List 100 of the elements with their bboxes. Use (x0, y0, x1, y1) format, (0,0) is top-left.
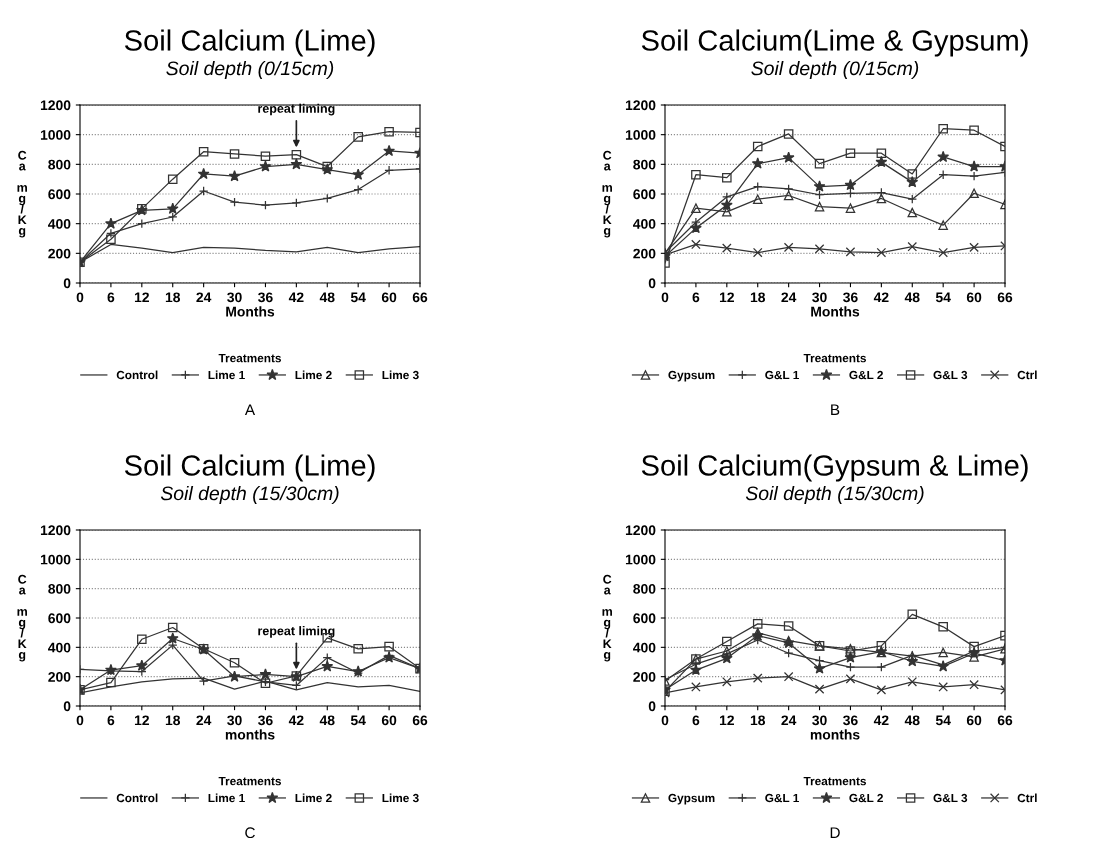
legend-label: Ctrl (1017, 370, 1037, 380)
x-tick-label: 24 (196, 292, 212, 303)
legend-label: Control (116, 793, 158, 803)
chart-subtitle: Soil depth (15/30cm) (160, 485, 339, 505)
legend-label: G&L 1 (765, 370, 799, 380)
y-tick-label: 600 (633, 613, 656, 624)
x-tick-label: 36 (258, 715, 273, 726)
x-tick-label: 24 (781, 715, 797, 726)
text: C (245, 827, 255, 839)
y-tick-label: 600 (48, 613, 71, 624)
chart-title: Soil Calcium (Lime) (124, 29, 375, 57)
legend-label: Gypsum (668, 793, 715, 805)
legend-label: Lime 1 (208, 793, 245, 803)
y-tick-label: 800 (48, 159, 71, 170)
x-tick-label: 12 (719, 715, 734, 726)
x-tick-label: 42 (288, 292, 304, 303)
x-tick-label: 42 (288, 715, 304, 726)
y-tick-label: 400 (48, 219, 71, 229)
x-tick-label: 48 (319, 715, 335, 726)
legend-label: Lime 3 (382, 370, 419, 380)
legend-label: Lime 1 (208, 370, 245, 380)
x-tick-label: 12 (719, 292, 734, 303)
y-tick-label: 0 (648, 278, 656, 289)
x-tick-label: 60 (966, 715, 982, 726)
y-tick-label: 1000 (40, 130, 71, 140)
legend-label: Ctrl (1017, 793, 1037, 803)
x-tick-label: 30 (812, 292, 827, 303)
x-tick-label: 66 (997, 715, 1013, 726)
x-tick-label: 30 (812, 715, 827, 726)
chart-subtitle: Soil depth (15/30cm) (745, 485, 924, 505)
x-tick-label: 6 (107, 715, 115, 726)
x-tick-label: 0 (661, 292, 669, 303)
chart-title: Soil Calcium (Lime) (124, 454, 375, 482)
y-tick-label: 1000 (625, 130, 656, 140)
x-tick-label: 36 (258, 292, 273, 303)
text: D (830, 827, 840, 838)
x-tick-label: 66 (412, 715, 428, 726)
x-tick-label: 24 (196, 715, 212, 726)
y-tick-label: 800 (633, 159, 656, 170)
y-tick-label: 400 (633, 642, 656, 653)
legend-title: Treatments (218, 354, 282, 363)
y-tick-label: 1200 (40, 100, 71, 111)
y-tick-label: 400 (633, 219, 656, 229)
x-tick-label: 12 (134, 292, 149, 303)
x-tick-label: 54 (935, 292, 951, 303)
x-tick-label: 6 (692, 292, 700, 303)
x-tick-label: 60 (381, 715, 397, 726)
y-tick-label: 600 (633, 189, 656, 200)
y-tick-label: 200 (48, 672, 71, 682)
legend-label: Lime 3 (382, 793, 419, 803)
text: A (244, 404, 256, 415)
x-tick-label: 54 (350, 715, 366, 726)
x-tick-label: 30 (227, 715, 242, 726)
x-tick-label: 0 (76, 292, 84, 303)
x-tick-label: 66 (412, 292, 428, 303)
y-tick-label: 1200 (625, 525, 656, 536)
x-axis-title: Months (226, 306, 275, 317)
y-tick-label: 0 (63, 701, 71, 712)
chart-subtitle: Soil depth (0/15cm) (166, 60, 334, 80)
legend-title: Treatments (803, 354, 867, 363)
legend-label: G&L 3 (933, 793, 968, 803)
x-tick-label: 54 (935, 715, 951, 726)
x-tick-label: 48 (319, 292, 335, 303)
y-tick-label: 200 (48, 248, 71, 259)
y-tick-label: 200 (633, 672, 656, 682)
y-tick-label: 200 (633, 248, 656, 259)
x-tick-label: 18 (165, 715, 181, 726)
y-tick-label: 1000 (40, 554, 71, 565)
x-tick-label: 18 (750, 292, 766, 303)
y-tick-label: 1200 (625, 100, 656, 111)
x-tick-label: 66 (997, 292, 1013, 303)
x-tick-label: 42 (873, 715, 889, 726)
y-tick-label: 400 (48, 642, 71, 653)
chart-title: Soil Calcium(Gypsum & Lime) (641, 454, 1028, 482)
x-tick-label: 60 (381, 292, 397, 303)
x-tick-label: 30 (227, 292, 242, 303)
annotation: repeat liming (258, 103, 335, 116)
legend-label: Lime 2 (295, 370, 332, 380)
annotation: repeat liming (258, 626, 335, 638)
legend-title: Treatments (218, 777, 282, 786)
legend-label: G&L 1 (765, 793, 799, 803)
x-tick-label: 36 (843, 715, 858, 726)
x-tick-label: 6 (107, 292, 115, 303)
legend-label: G&L 3 (933, 370, 968, 380)
y-tick-label: 800 (633, 584, 656, 594)
x-tick-label: 0 (661, 715, 669, 726)
x-axis-title: months (810, 729, 860, 740)
x-tick-label: 48 (904, 292, 920, 303)
x-tick-label: 18 (165, 292, 181, 303)
x-tick-label: 18 (750, 715, 766, 726)
legend-label: Control (116, 370, 158, 380)
text: B (831, 404, 840, 415)
y-tick-label: 0 (648, 701, 656, 712)
legend-label: G&L 2 (849, 793, 883, 803)
legend-label: Lime 2 (295, 793, 332, 803)
x-axis-title: months (225, 729, 275, 740)
y-tick-label: 800 (48, 584, 71, 594)
y-tick-label: 600 (48, 189, 71, 200)
x-tick-label: 6 (692, 715, 700, 726)
legend-label: Gypsum (668, 370, 715, 382)
